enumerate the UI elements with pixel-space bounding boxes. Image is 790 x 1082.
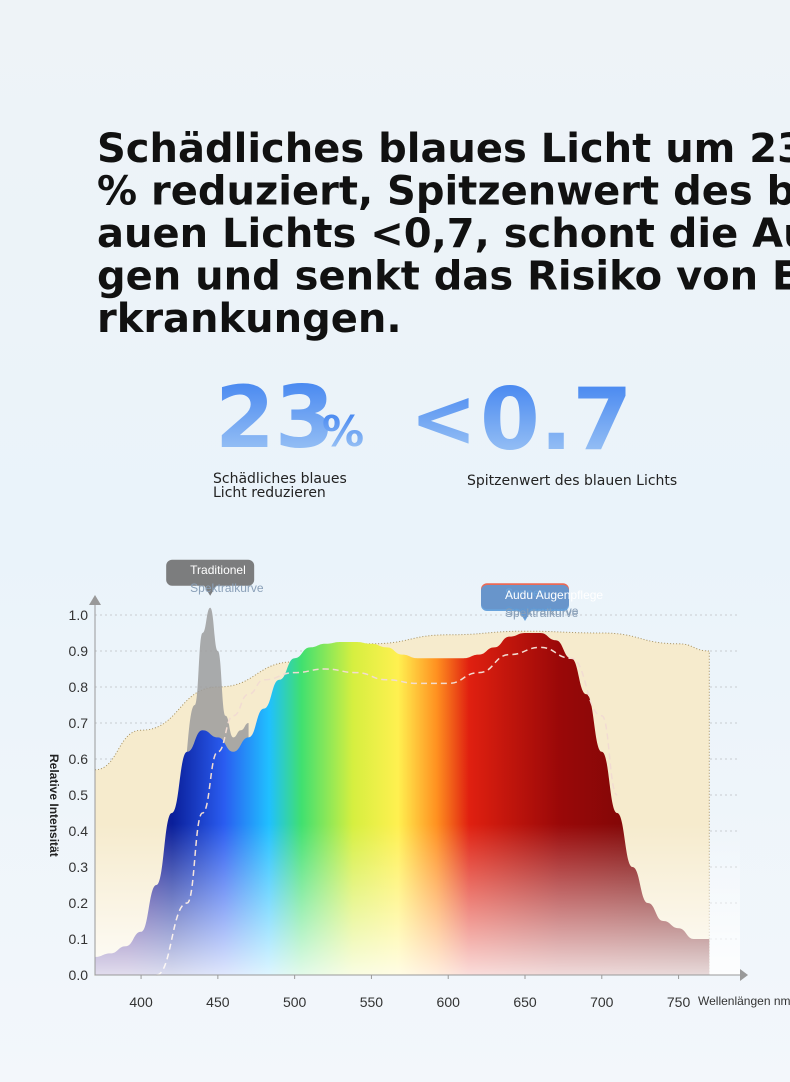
y-tick-label: 0.7 (69, 715, 89, 731)
x-arrow (740, 969, 748, 981)
stat-caption: Spitzenwert des blauen Lichts (467, 473, 677, 489)
stat-prefix: < (410, 372, 477, 465)
y-tick-label: 0.3 (69, 859, 89, 875)
callout (166, 559, 255, 596)
y-tick-label: 1.0 (69, 607, 89, 623)
y-tick-label: 0.1 (69, 931, 89, 947)
headline-line: rkrankungen. (97, 296, 402, 342)
headline: Schädliches blaues Licht um 23% reduzier… (97, 126, 790, 342)
headline-line: Schädliches blaues Licht um 23 (97, 126, 790, 172)
headline-line: gen und senkt das Risiko von E (97, 254, 790, 300)
x-tick-label: 450 (206, 994, 230, 1010)
x-tick-label: 700 (590, 994, 614, 1010)
y-tick-label: 0.2 (69, 895, 89, 911)
x-tick-label: 600 (437, 994, 461, 1010)
x-tick-label: 400 (129, 994, 153, 1010)
fade (95, 597, 740, 975)
y-tick-label: 0.6 (69, 751, 89, 767)
chart: 0.0 0.1 0.2 0.3 0.4 0.5 0.6 0.7 0.8 0.9 1.0 400 450 5… (47, 559, 790, 1010)
stat-number: 0.7 (480, 370, 632, 470)
stat-caption: Schädliches blaues (213, 471, 347, 487)
headline-line: auen Lichts <0,7, schont die Au (97, 211, 790, 257)
stat-caption: Licht reduzieren (213, 485, 326, 501)
y-tick-label: 0.5 (69, 787, 89, 803)
y-tick-label: 0.4 (69, 823, 89, 839)
stat-unit: % (322, 407, 364, 456)
legend-label: Spektralkurve (190, 581, 264, 595)
y-arrow (89, 595, 101, 605)
y-tick-label: 0.9 (69, 643, 89, 659)
y-tick-label: 0.8 (69, 679, 89, 695)
headline-line: % reduziert, Spitzenwert des bl (97, 169, 790, 215)
x-tick-label: 650 (513, 994, 537, 1010)
stat-number: 23 (215, 368, 335, 468)
x-tick-label: 750 (667, 994, 691, 1010)
x-tick-label: 550 (360, 994, 384, 1010)
y-axis-label: Relative Intensität (47, 754, 61, 857)
y-tick-label: 0.0 (69, 967, 89, 983)
x-axis-label: Wellenlängen nm (698, 994, 790, 1008)
x-tick-label: 500 (283, 994, 307, 1010)
legend-label: Traditionel (190, 563, 246, 577)
